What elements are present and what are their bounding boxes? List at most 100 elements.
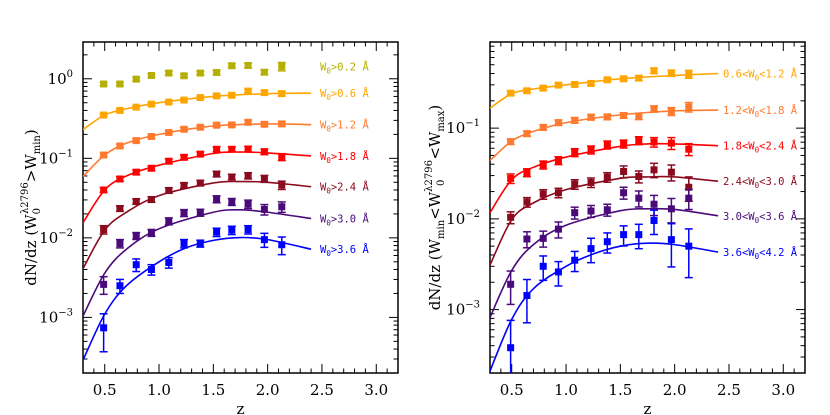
data-point	[667, 69, 675, 77]
data-point	[260, 89, 268, 97]
data-point	[244, 172, 252, 180]
data-point	[587, 178, 595, 186]
data-point	[603, 141, 611, 149]
series-label: W0>1.8 Å	[320, 150, 369, 165]
data-point	[228, 226, 236, 234]
data-point	[620, 167, 628, 175]
series-3	[490, 162, 719, 266]
series-0	[99, 61, 286, 88]
plot-frame	[82, 41, 399, 374]
data-point	[213, 92, 221, 100]
y-axis-label: dN/dz (Wmin<Wλ27960<Wmax)	[424, 105, 447, 311]
data-point	[244, 226, 252, 234]
data-area	[490, 67, 719, 373]
data-point	[213, 121, 221, 129]
data-point	[587, 113, 595, 121]
y-tick-label: 10−1	[39, 148, 73, 167]
series-5	[83, 195, 312, 317]
data-point	[100, 111, 108, 119]
series-4	[490, 186, 719, 318]
data-point	[244, 200, 252, 208]
data-point	[132, 232, 140, 240]
data-point	[196, 209, 204, 217]
data-point	[165, 157, 173, 165]
data-point	[244, 61, 252, 69]
data-point	[685, 183, 693, 191]
data-point	[571, 209, 579, 217]
data-point	[539, 234, 547, 242]
series-label: W0>0.2 Å	[320, 60, 369, 75]
data-point	[650, 67, 658, 75]
data-point	[147, 164, 155, 172]
data-point	[523, 235, 531, 243]
data-point	[147, 71, 155, 79]
data-point	[523, 169, 531, 177]
data-point	[213, 228, 221, 236]
data-point	[100, 151, 108, 159]
data-point	[635, 74, 643, 82]
data-point	[278, 90, 286, 98]
data-point	[228, 145, 236, 153]
series-3	[83, 145, 312, 224]
y-tick-label: 10−3	[39, 307, 73, 326]
fit-curve	[490, 207, 719, 318]
series-label: W0>0.6 Å	[320, 87, 369, 102]
data-point	[147, 133, 155, 141]
data-point	[180, 96, 188, 104]
data-point	[685, 70, 693, 78]
data-point	[685, 242, 693, 250]
data-point	[180, 125, 188, 133]
data-point	[165, 259, 173, 267]
data-point	[244, 118, 252, 126]
data-point	[554, 156, 562, 164]
data-point	[100, 80, 108, 88]
data-point	[507, 138, 515, 146]
data-area	[83, 61, 312, 361]
data-point	[196, 69, 204, 77]
data-point	[116, 239, 124, 247]
fit-curve	[83, 236, 312, 361]
data-point	[667, 236, 675, 244]
data-point	[132, 261, 140, 269]
data-point	[587, 245, 595, 253]
x-axis-label: z	[237, 400, 245, 415]
data-point	[603, 76, 611, 84]
data-point	[603, 173, 611, 181]
data-point	[603, 238, 611, 246]
y-tick-label: 100	[48, 69, 73, 88]
data-point	[587, 207, 595, 215]
plot-frame	[489, 41, 806, 374]
data-point	[228, 121, 236, 129]
x-tick-label: 1.0	[554, 381, 578, 399]
data-point	[228, 62, 236, 70]
series-label: 0.6<W0<1.2 Å	[723, 68, 798, 83]
data-point	[667, 205, 675, 213]
series-label: W0>1.2 Å	[320, 119, 369, 134]
data-point	[667, 107, 675, 115]
series-1	[83, 87, 312, 131]
data-point	[571, 148, 579, 156]
data-point	[650, 138, 658, 146]
data-point	[650, 166, 658, 174]
series-label: W0>3.0 Å	[320, 213, 369, 228]
series-label: W0>2.4 Å	[320, 181, 369, 196]
data-point	[650, 105, 658, 113]
x-tick-label: 2.5	[310, 381, 334, 399]
data-point	[213, 170, 221, 178]
series-6	[83, 224, 312, 361]
data-point	[635, 136, 643, 144]
x-tick-label: 3.0	[771, 381, 795, 399]
data-point	[571, 80, 579, 88]
panel-left: 0.5 1.0 1.5 2.0 2.5 3.0 100 10−1 10−2 10−3 z dN/dz …	[20, 41, 399, 415]
data-point	[213, 68, 221, 76]
fit-curve	[83, 208, 312, 317]
data-point	[260, 120, 268, 128]
data-point	[213, 195, 221, 203]
data-point	[165, 98, 173, 106]
data-point	[165, 69, 173, 77]
data-point	[116, 282, 124, 290]
data-point	[571, 116, 579, 124]
data-point	[278, 181, 286, 189]
y-tick-label: 10−3	[446, 300, 480, 319]
y-tick-label: 10−1	[446, 118, 480, 137]
